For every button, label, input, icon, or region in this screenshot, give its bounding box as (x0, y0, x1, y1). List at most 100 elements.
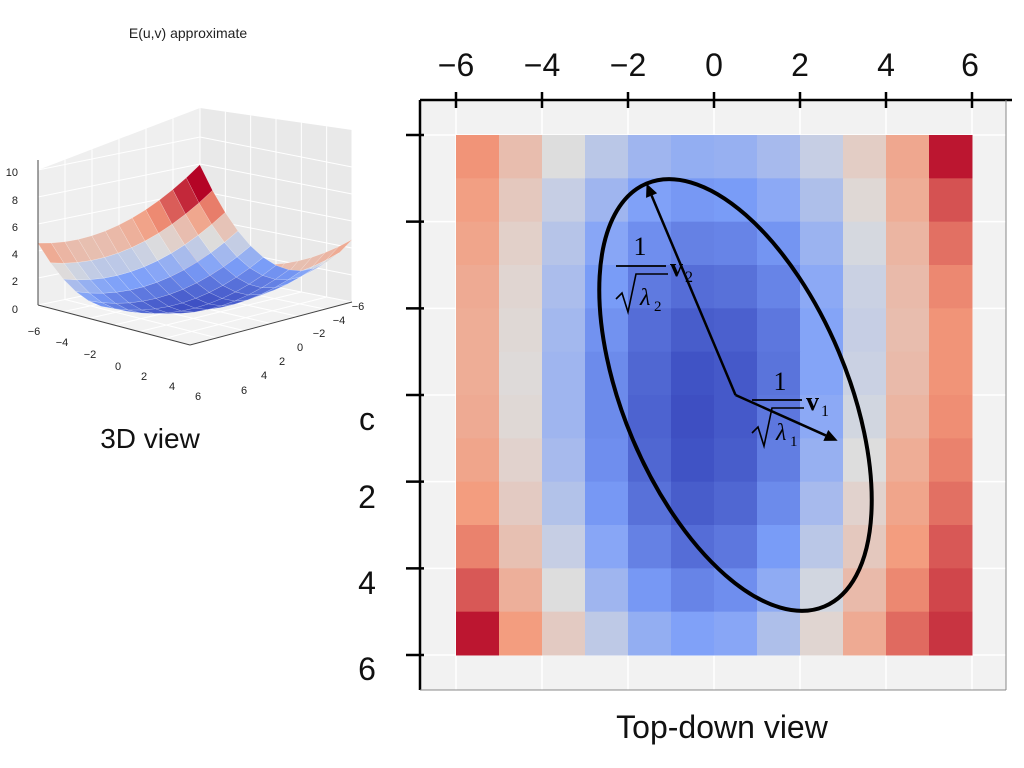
heatmap-cell (929, 135, 973, 179)
surface-face (172, 177, 200, 215)
heatmap-cell (843, 481, 887, 526)
heatmap-cell (757, 221, 801, 266)
heatmap-cell (886, 568, 930, 613)
x-tick-label: 0 (115, 361, 121, 373)
heatmap-cell (456, 525, 500, 569)
heatmap-cell (886, 265, 930, 309)
z-tick-label: 8 (12, 195, 18, 207)
heatmap-cell (714, 525, 758, 569)
heatmap-cell (757, 481, 801, 526)
y-tick-label: −6 (352, 301, 365, 313)
heatmap-cell (757, 135, 801, 179)
heatmap-cell (843, 351, 887, 396)
surface-mesh (37, 164, 353, 314)
heatmap-cell (499, 611, 543, 656)
heatmap-cell (843, 265, 887, 309)
heatmap-cell (542, 351, 586, 396)
heatmap-x-tick-labels: −6 −4 −2 0 2 4 6 (438, 47, 979, 83)
surface-face (131, 209, 159, 242)
surface-face (181, 298, 210, 309)
heatmap-cell (585, 481, 629, 526)
heatmap-cell (628, 308, 672, 353)
heatmap-cell (843, 135, 887, 179)
eigenvector-2-arrow (650, 195, 737, 396)
heatmap-cell (456, 568, 500, 613)
surface-face (49, 262, 78, 281)
heatmap-cell (585, 135, 629, 179)
x-tick-label: −4 (524, 47, 560, 83)
y-tick-label: 0 (297, 342, 303, 354)
surface-face (236, 245, 264, 269)
heatmap-cell (628, 221, 672, 266)
eigenvector-2-label: 1 λ 2 v 2 (615, 232, 693, 316)
heatmap-cell (585, 395, 629, 439)
partial-axis-label: c (359, 401, 375, 437)
heatmap-cell (843, 568, 887, 613)
heatmap-cell (800, 525, 844, 569)
heatmap-cell (628, 351, 672, 396)
label-2-lambda-subscript: 2 (654, 299, 662, 315)
heatmap-cell (542, 135, 586, 179)
heatmap-cell (456, 178, 500, 223)
heatmap-cell (499, 351, 543, 396)
heatmap-cells (456, 135, 973, 656)
surface-face (77, 235, 105, 261)
heatmap-cell (929, 438, 973, 483)
surface-face (194, 303, 222, 310)
heatmap-cell (843, 611, 887, 656)
heatmap-cell (800, 395, 844, 439)
heatmap-cell (456, 308, 500, 353)
x-tick-label: −6 (28, 326, 41, 338)
label-2-sqrt-sign (615, 273, 668, 316)
surface-face (145, 199, 173, 234)
x-axis-line (37, 304, 191, 346)
heatmap-cell (929, 178, 973, 223)
eigenvector-1-label: 1 λ 1 v 1 (751, 367, 829, 450)
surface-face (128, 300, 157, 311)
x-tick-label: −4 (56, 337, 69, 349)
ellipse-group (597, 177, 874, 613)
x-tick-label: −6 (438, 47, 474, 83)
heatmap-cell (671, 438, 715, 483)
heatmap-cell (800, 351, 844, 396)
pane-grid-line (37, 136, 201, 171)
heatmap-cell (456, 481, 500, 526)
x-ticks (454, 92, 974, 108)
heatmap-cell (671, 568, 715, 613)
z-tick-label: 10 (6, 167, 18, 179)
heatmap-cell (929, 568, 973, 613)
heatmap-cell (929, 611, 973, 656)
heatmap-cell (671, 351, 715, 396)
heatmap-cell (456, 265, 500, 309)
heatmap-cell (800, 481, 844, 526)
pane-grid-line (199, 163, 353, 195)
heatmap-cell (585, 308, 629, 353)
heatmap-cell (671, 481, 715, 526)
heatmap-cell (929, 481, 973, 526)
heatmap-cell (800, 178, 844, 223)
heatmap-cell (714, 568, 758, 613)
heatmap-cell (671, 178, 715, 223)
floor-grid-line (164, 296, 327, 339)
z-tick-labels: 0 2 4 6 8 10 (6, 167, 18, 316)
label-1-lambda: λ (775, 420, 786, 446)
heatmap-cell (671, 611, 715, 656)
heatmap-cell (499, 525, 543, 569)
heatmap-cell (542, 308, 586, 353)
heatmap-cell (671, 265, 715, 309)
surface-face (185, 164, 213, 204)
heatmap-cell (456, 395, 500, 439)
heatmap-cell (628, 611, 672, 656)
heatmap-cell (929, 265, 973, 309)
y-tick-labels: −6 −4 −2 0 2 4 6 (241, 301, 364, 397)
heatmap-cell (585, 568, 629, 613)
heatmap-cell (499, 265, 543, 309)
surface-face (287, 267, 315, 281)
x-tick-label: 2 (791, 47, 809, 83)
heatmap-y-tick-labels: 2 4 6 (358, 479, 376, 687)
heatmap-cell (800, 135, 844, 179)
heatmap-cell (499, 438, 543, 483)
heatmap-cell (757, 178, 801, 223)
y-tick-label: −4 (333, 315, 346, 327)
heatmap-cell (542, 221, 586, 266)
